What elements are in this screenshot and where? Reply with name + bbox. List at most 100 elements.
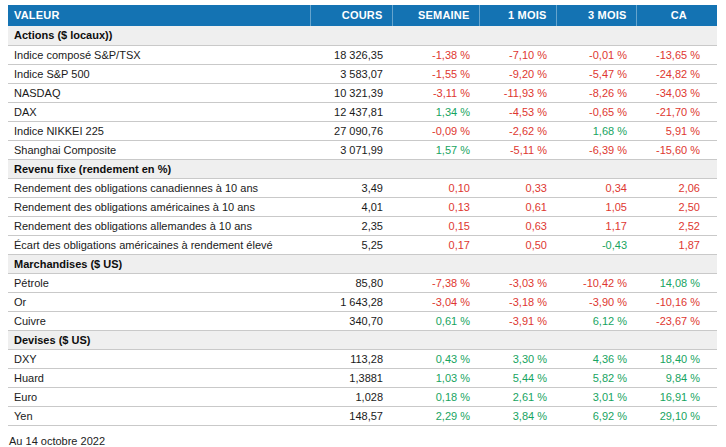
- 1mois-cell: 2,61 %: [479, 387, 556, 406]
- semaine-cell: 0,10: [392, 178, 479, 197]
- ca-cell: 2,06: [636, 178, 717, 197]
- row-label: Shanghai Composite: [8, 140, 310, 159]
- 1mois-cell: 3,84 %: [479, 406, 556, 425]
- cours-cell: 1 643,28: [310, 292, 392, 311]
- ca-cell: -13,65 %: [636, 45, 717, 64]
- ca-cell: -10,16 %: [636, 292, 717, 311]
- 1mois-cell: 3,30 %: [479, 349, 556, 368]
- row-label: Indice NIKKEI 225: [8, 121, 310, 140]
- row-label: Rendement des obligations américaines à …: [8, 197, 310, 216]
- row-label: Rendement des obligations canadiennes à …: [8, 178, 310, 197]
- semaine-cell: 2,29 %: [392, 406, 479, 425]
- ca-cell: 5,91 %: [636, 121, 717, 140]
- market-summary: VALEUR COURS SEMAINE 1 MOIS 3 MOIS CA Ac…: [0, 0, 726, 447]
- ca-cell: 16,91 %: [636, 387, 717, 406]
- ca-cell: 29,10 %: [636, 406, 717, 425]
- 3mois-cell: -8,26 %: [556, 83, 636, 102]
- 3mois-cell: -5,47 %: [556, 64, 636, 83]
- semaine-cell: 0,18 %: [392, 387, 479, 406]
- 3mois-cell: 5,82 %: [556, 368, 636, 387]
- ca-cell: -34,03 %: [636, 83, 717, 102]
- semaine-cell: -0,09 %: [392, 121, 479, 140]
- cours-cell: 3 071,99: [310, 140, 392, 159]
- cours-cell: 340,70: [310, 311, 392, 330]
- table-row: Rendement des obligations américaines à …: [8, 197, 717, 216]
- column-header-3mois: 3 MOIS: [556, 5, 636, 26]
- 1mois-cell: -3,03 %: [479, 273, 556, 292]
- row-label: DXY: [8, 349, 310, 368]
- section-title: Actions ($ locaux)): [8, 26, 717, 45]
- ca-cell: 9,84 %: [636, 368, 717, 387]
- table-row: Écart des obligations américaines à rend…: [8, 235, 717, 254]
- 3mois-cell: 1,05: [556, 197, 636, 216]
- section-row: Devises ($ US): [8, 330, 717, 349]
- row-label: Indice S&P 500: [8, 64, 310, 83]
- table-row: DXY 113,28 0,43 % 3,30 % 4,36 % 18,40 %: [8, 349, 717, 368]
- cours-cell: 4,01: [310, 197, 392, 216]
- table-row: Rendement des obligations canadiennes à …: [8, 178, 717, 197]
- ca-cell: -24,82 %: [636, 64, 717, 83]
- 3mois-cell: 0,34: [556, 178, 636, 197]
- ca-cell: 14,08 %: [636, 273, 717, 292]
- cours-cell: 12 437,81: [310, 102, 392, 121]
- 3mois-cell: -0,01 %: [556, 45, 636, 64]
- ca-cell: 1,87: [636, 235, 717, 254]
- cours-cell: 85,80: [310, 273, 392, 292]
- row-label: NASDAQ: [8, 83, 310, 102]
- row-label: Cuivre: [8, 311, 310, 330]
- section-row: Marchandises ($ US): [8, 254, 717, 273]
- 1mois-cell: -2,62 %: [479, 121, 556, 140]
- 1mois-cell: 0,61: [479, 197, 556, 216]
- row-label: Or: [8, 292, 310, 311]
- row-label: Pétrole: [8, 273, 310, 292]
- semaine-cell: -3,11 %: [392, 83, 479, 102]
- semaine-cell: -1,55 %: [392, 64, 479, 83]
- table-header-row: VALEUR COURS SEMAINE 1 MOIS 3 MOIS CA: [8, 5, 717, 26]
- row-label: Yen: [8, 406, 310, 425]
- 1mois-cell: -7,10 %: [479, 45, 556, 64]
- section-title: Revenu fixe (rendement en %): [8, 159, 717, 178]
- semaine-cell: 0,61 %: [392, 311, 479, 330]
- column-header-1mois: 1 MOIS: [479, 5, 556, 26]
- semaine-cell: -7,38 %: [392, 273, 479, 292]
- semaine-cell: -1,38 %: [392, 45, 479, 64]
- cours-cell: 18 326,35: [310, 45, 392, 64]
- table-row: Shanghai Composite 3 071,99 1,57 % -5,11…: [8, 140, 717, 159]
- section-row: Actions ($ locaux)): [8, 26, 717, 45]
- 1mois-cell: -9,20 %: [479, 64, 556, 83]
- semaine-cell: 0,15: [392, 216, 479, 235]
- column-header-valeur: VALEUR: [8, 5, 310, 26]
- cours-cell: 148,57: [310, 406, 392, 425]
- table-row: Or 1 643,28 -3,04 % -3,18 % -3,90 % -10,…: [8, 292, 717, 311]
- column-header-cours: COURS: [310, 5, 392, 26]
- semaine-cell: 0,13: [392, 197, 479, 216]
- cours-cell: 5,25: [310, 235, 392, 254]
- cours-cell: 10 321,39: [310, 83, 392, 102]
- semaine-cell: -3,04 %: [392, 292, 479, 311]
- 1mois-cell: -3,91 %: [479, 311, 556, 330]
- 3mois-cell: 4,36 %: [556, 349, 636, 368]
- table-row: Huard 1,3881 1,03 % 5,44 % 5,82 % 9,84 %: [8, 368, 717, 387]
- table-row: Yen 148,57 2,29 % 3,84 % 6,92 % 29,10 %: [8, 406, 717, 425]
- table-row: Cuivre 340,70 0,61 % -3,91 % 6,12 % -23,…: [8, 311, 717, 330]
- 1mois-cell: 0,33: [479, 178, 556, 197]
- ca-cell: 2,52: [636, 216, 717, 235]
- row-label: Écart des obligations américaines à rend…: [8, 235, 310, 254]
- table-row: Rendement des obligations allemandes à 1…: [8, 216, 717, 235]
- market-table: VALEUR COURS SEMAINE 1 MOIS 3 MOIS CA Ac…: [8, 5, 717, 426]
- 1mois-cell: -5,11 %: [479, 140, 556, 159]
- table-row: NASDAQ 10 321,39 -3,11 % -11,93 % -8,26 …: [8, 83, 717, 102]
- semaine-cell: 1,57 %: [392, 140, 479, 159]
- 1mois-cell: -4,53 %: [479, 102, 556, 121]
- ca-cell: -15,60 %: [636, 140, 717, 159]
- 3mois-cell: -10,42 %: [556, 273, 636, 292]
- 3mois-cell: -6,39 %: [556, 140, 636, 159]
- semaine-cell: 0,43 %: [392, 349, 479, 368]
- row-label: Euro: [8, 387, 310, 406]
- table-body: Actions ($ locaux)) Indice composé S&P/T…: [8, 26, 717, 425]
- 1mois-cell: 0,63: [479, 216, 556, 235]
- table-row: Indice NIKKEI 225 27 090,76 -0,09 % -2,6…: [8, 121, 717, 140]
- cours-cell: 3 583,07: [310, 64, 392, 83]
- 3mois-cell: -0,65 %: [556, 102, 636, 121]
- 3mois-cell: 6,92 %: [556, 406, 636, 425]
